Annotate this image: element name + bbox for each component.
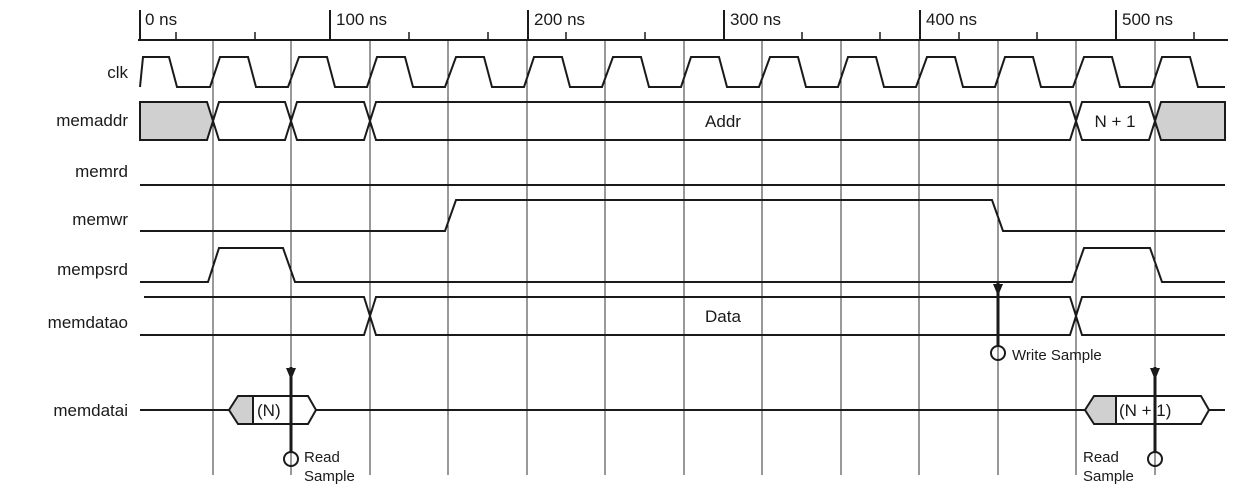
memdatai-transition <box>1083 395 1117 425</box>
signal-label-clk: clk <box>107 63 128 82</box>
tick-label-300: 300 ns <box>730 10 781 29</box>
time-ruler <box>138 10 1228 41</box>
memaddr-segment <box>211 101 293 141</box>
memaddr-segment <box>289 101 372 141</box>
read-sample-arrowhead <box>1150 368 1160 380</box>
read-sample-circle <box>283 451 299 467</box>
write-sample-label: Write Sample <box>1012 347 1102 364</box>
tick-label-100: 100 ns <box>336 10 387 29</box>
memdatai-transition <box>227 395 254 425</box>
mempsrd-waveform <box>140 247 1225 283</box>
read-sample-arrowhead <box>286 368 296 380</box>
write-sample-circle <box>990 345 1006 361</box>
tick-label-0: 0 ns <box>145 10 177 29</box>
memwr-waveform <box>140 199 1225 232</box>
read-sample-label-line1: Read <box>1083 449 1119 466</box>
read-sample-circle <box>1147 451 1163 467</box>
memdatao-segment <box>140 296 372 336</box>
memdatao-segment <box>1075 296 1225 336</box>
write-sample-arrowhead <box>993 284 1003 296</box>
memdatao-data-text: Data <box>705 307 741 326</box>
memdatai-n-text: (N) <box>257 401 281 420</box>
memdatao-bus <box>140 296 1225 336</box>
memaddr-addr-text: Addr <box>705 112 741 131</box>
read-sample-label-line1: Read <box>304 449 340 466</box>
tick-label-200: 200 ns <box>534 10 585 29</box>
read-sample-label-line2: Sample <box>304 468 355 485</box>
memdatai-bus <box>140 395 1225 425</box>
memdatai-n1-text: (N + 1) <box>1119 401 1171 420</box>
memaddr-bus <box>139 101 1226 141</box>
signal-label-memdatai: memdatai <box>53 401 128 420</box>
time-ruler-labels: 0 ns 100 ns 200 ns 300 ns 400 ns 500 ns <box>145 10 1173 29</box>
tick-label-400: 400 ns <box>926 10 977 29</box>
memaddr-undefined-start <box>139 101 215 141</box>
read-sample-marker <box>1147 367 1163 467</box>
signal-label-mempsrd: mempsrd <box>57 260 128 279</box>
memaddr-next-text: N + 1 <box>1094 112 1135 131</box>
clk-waveform <box>139 56 1225 88</box>
read-sample-marker <box>283 367 299 467</box>
write-sample-marker <box>990 282 1006 361</box>
signal-label-memdatao: memdatao <box>48 313 128 332</box>
memaddr-undefined-end <box>1153 101 1226 141</box>
signal-label-memrd: memrd <box>75 162 128 181</box>
signal-label-memwr: memwr <box>72 210 128 229</box>
signal-labels: clk memaddr memrd memwr mempsrd memdatao… <box>48 63 129 420</box>
tick-label-500: 500 ns <box>1122 10 1173 29</box>
signal-label-memaddr: memaddr <box>56 111 128 130</box>
read-sample-label-line2: Sample <box>1083 468 1134 485</box>
